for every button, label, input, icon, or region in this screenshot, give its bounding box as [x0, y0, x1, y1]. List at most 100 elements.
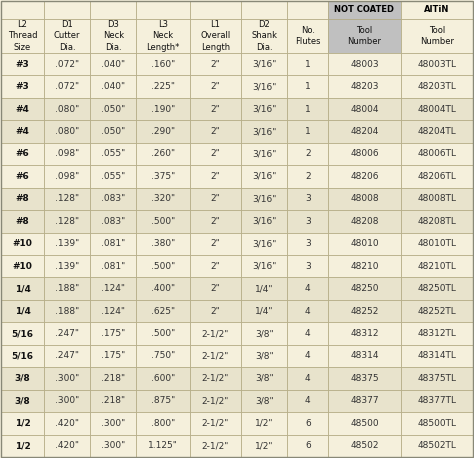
- Text: 2": 2": [210, 217, 220, 226]
- Bar: [1, 19, 44, 53]
- Text: 3/16": 3/16": [252, 217, 276, 226]
- Bar: [1, 390, 44, 412]
- Text: 3/16": 3/16": [252, 127, 276, 136]
- Bar: [190, 120, 241, 143]
- Bar: [241, 300, 287, 322]
- Text: .128": .128": [55, 194, 79, 203]
- Text: 2-1/2": 2-1/2": [202, 351, 229, 360]
- Bar: [401, 120, 473, 143]
- Bar: [241, 19, 287, 53]
- Bar: [287, 19, 328, 53]
- Bar: [401, 1, 473, 19]
- Text: 48500TL: 48500TL: [417, 419, 456, 428]
- Bar: [44, 300, 90, 322]
- Bar: [328, 278, 401, 300]
- Text: 48250: 48250: [350, 284, 379, 293]
- Text: 4: 4: [305, 396, 310, 405]
- Text: .098": .098": [55, 149, 79, 158]
- Bar: [90, 322, 137, 345]
- Text: .190": .190": [151, 104, 175, 114]
- Text: 3/16": 3/16": [252, 194, 276, 203]
- Bar: [1, 143, 44, 165]
- Bar: [44, 165, 90, 188]
- Bar: [44, 76, 90, 98]
- Text: .875": .875": [151, 396, 175, 405]
- Bar: [190, 255, 241, 278]
- Text: 48003: 48003: [350, 60, 379, 69]
- Bar: [44, 255, 90, 278]
- Text: 3/16": 3/16": [252, 239, 276, 248]
- Bar: [137, 120, 190, 143]
- Text: 1/4: 1/4: [15, 284, 30, 293]
- Bar: [241, 210, 287, 233]
- Text: 2": 2": [210, 149, 220, 158]
- Bar: [190, 300, 241, 322]
- Text: L3
Neck
Length*: L3 Neck Length*: [146, 21, 180, 52]
- Bar: [190, 435, 241, 457]
- Text: 1/2: 1/2: [15, 441, 30, 450]
- Bar: [287, 390, 328, 412]
- Text: 5/16: 5/16: [11, 351, 34, 360]
- Text: .128": .128": [55, 217, 79, 226]
- Bar: [137, 143, 190, 165]
- Text: .160": .160": [151, 60, 175, 69]
- Bar: [137, 210, 190, 233]
- Text: .300": .300": [55, 374, 79, 383]
- Bar: [287, 255, 328, 278]
- Text: 1.125": 1.125": [148, 441, 178, 450]
- Bar: [44, 278, 90, 300]
- Bar: [90, 412, 137, 435]
- Text: .050": .050": [101, 104, 125, 114]
- Bar: [190, 76, 241, 98]
- Text: 1/2": 1/2": [255, 419, 273, 428]
- Bar: [1, 278, 44, 300]
- Text: 48006: 48006: [350, 149, 379, 158]
- Text: .750": .750": [151, 351, 175, 360]
- Text: .139": .139": [55, 239, 79, 248]
- Text: 48204TL: 48204TL: [418, 127, 456, 136]
- Text: .218": .218": [101, 396, 125, 405]
- Bar: [44, 345, 90, 367]
- Bar: [241, 53, 287, 76]
- Text: 2": 2": [210, 82, 220, 91]
- Bar: [328, 367, 401, 390]
- Text: 48375TL: 48375TL: [417, 374, 456, 383]
- Text: .188": .188": [55, 306, 79, 316]
- Bar: [241, 98, 287, 120]
- Bar: [401, 143, 473, 165]
- Bar: [241, 390, 287, 412]
- Text: .500": .500": [151, 217, 175, 226]
- Text: 2": 2": [210, 239, 220, 248]
- Bar: [44, 435, 90, 457]
- Bar: [90, 300, 137, 322]
- Bar: [287, 120, 328, 143]
- Text: 3/16": 3/16": [252, 82, 276, 91]
- Bar: [137, 188, 190, 210]
- Bar: [137, 53, 190, 76]
- Text: D2
Shank
Dia.: D2 Shank Dia.: [251, 21, 277, 52]
- Text: .072": .072": [55, 82, 79, 91]
- Bar: [137, 300, 190, 322]
- Bar: [328, 1, 401, 19]
- Bar: [90, 233, 137, 255]
- Text: .188": .188": [55, 284, 79, 293]
- Bar: [401, 98, 473, 120]
- Bar: [90, 435, 137, 457]
- Bar: [287, 143, 328, 165]
- Text: 48314: 48314: [350, 351, 379, 360]
- Text: .290": .290": [151, 127, 175, 136]
- Text: 3/16": 3/16": [252, 104, 276, 114]
- Bar: [190, 53, 241, 76]
- Text: 2-1/2": 2-1/2": [202, 374, 229, 383]
- Bar: [328, 19, 401, 53]
- Text: 2": 2": [210, 262, 220, 271]
- Text: .225": .225": [151, 82, 175, 91]
- Text: 2-1/2": 2-1/2": [202, 419, 229, 428]
- Bar: [401, 188, 473, 210]
- Bar: [190, 233, 241, 255]
- Bar: [190, 390, 241, 412]
- Text: 1/4": 1/4": [255, 306, 273, 316]
- Text: .072": .072": [55, 60, 79, 69]
- Bar: [401, 390, 473, 412]
- Text: 2": 2": [210, 127, 220, 136]
